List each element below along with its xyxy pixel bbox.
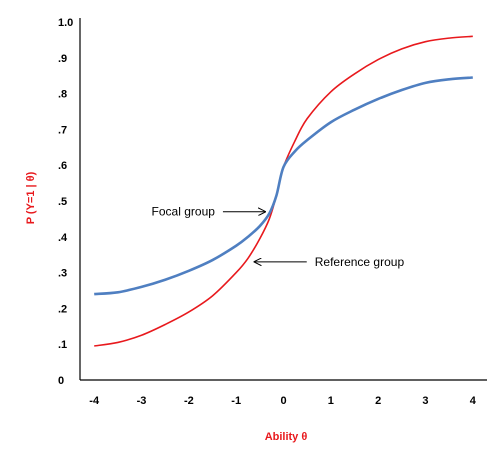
y-tick-label: 0 [58,375,64,387]
annotation-label: Focal group [152,205,216,219]
y-tick-label: .7 [58,124,67,136]
x-tick-label: -3 [137,395,147,407]
y-tick-label: .1 [58,339,67,351]
y-tick-label: .5 [58,196,67,208]
focal-group-curve [94,76,473,296]
x-tick-labels: -4 -3 -2 -1 0 1 2 3 4 [89,395,476,407]
y-tick-label: .3 [58,268,67,280]
x-tick-label: 0 [280,395,286,407]
x-tick-label: -2 [184,395,194,407]
annotation-label: Reference group [315,255,405,269]
y-tick-label: .6 [58,160,67,172]
y-tick-label: .4 [58,232,68,244]
reference-group-curve [94,35,473,347]
x-tick-label: -1 [231,395,241,407]
annotations: Focal group Reference group [152,205,405,269]
y-tick-label: 1.0 [58,17,73,29]
x-tick-label: 3 [422,395,428,407]
y-axis-label: P (Y=1 | θ) [25,171,37,224]
x-tick-label: 4 [470,395,477,407]
x-tick-label: 1 [328,395,334,407]
y-tick-label: .2 [58,303,67,315]
axes [79,18,487,381]
y-tick-label: .8 [58,89,67,101]
y-tick-label: .9 [58,53,67,65]
series-layer [94,35,473,347]
y-tick-labels: 0 .1 .2 .3 .4 .5 .6 .7 .8 .9 1.0 [58,17,73,387]
x-tick-label: -4 [89,395,100,407]
x-axis-label: Ability θ [265,431,308,443]
x-tick-label: 2 [375,395,381,407]
